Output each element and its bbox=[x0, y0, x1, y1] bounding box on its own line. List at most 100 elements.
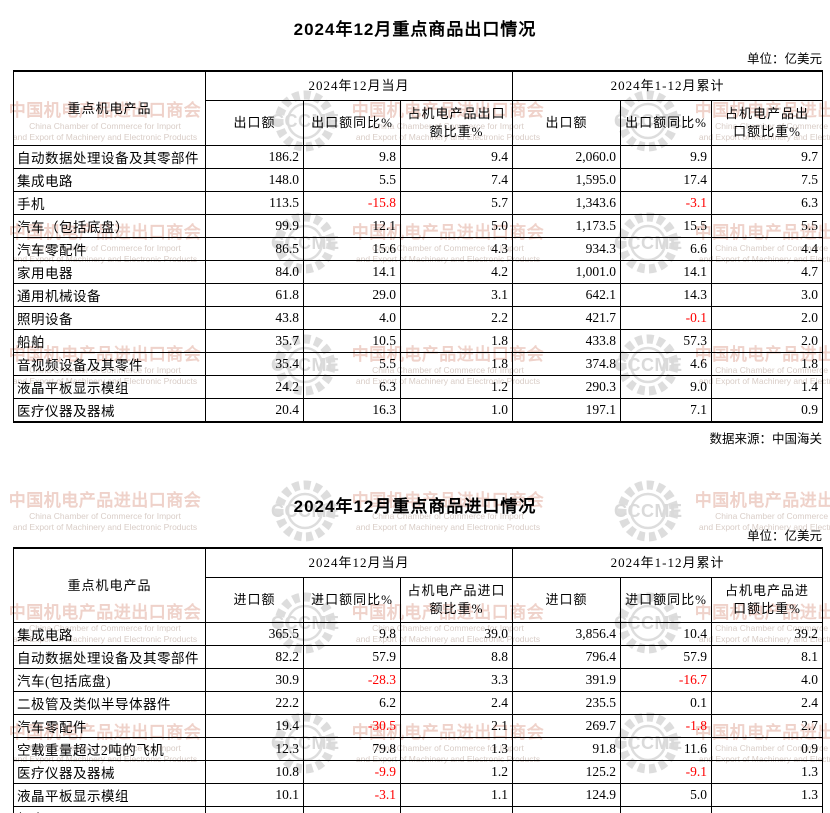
value-cell: 3.1 bbox=[399, 283, 514, 307]
value-cell: 10.4 bbox=[620, 622, 713, 646]
value-cell: 9.4 bbox=[399, 145, 514, 169]
value-cell: 61.8 bbox=[205, 283, 304, 307]
table-row: 二极管及类似半导体器件 22.2 6.2 2.4 235.5 0.1 2.4 bbox=[13, 691, 824, 715]
value-cell: 10.5 bbox=[303, 329, 401, 353]
product-name-cell: 汽车零配件 bbox=[13, 714, 206, 738]
product-name-cell: 集成电路 bbox=[13, 622, 206, 646]
product-name-cell: 医疗仪器及器械 bbox=[13, 398, 206, 423]
import-unit-note: 单位：亿美元 bbox=[746, 529, 822, 543]
table-row: 照明设备 43.8 4.0 2.2 421.7 -0.1 2.0 bbox=[13, 306, 824, 330]
value-cell: 58.6 bbox=[512, 806, 622, 813]
value-cell: -9.1 bbox=[620, 760, 713, 784]
column-header: 出口额同比% bbox=[620, 100, 713, 146]
product-name-cell: 液晶平板显示模组 bbox=[13, 783, 206, 807]
column-header: 进口额同比% bbox=[303, 577, 401, 623]
value-cell: 1.4 bbox=[711, 375, 824, 399]
value-cell: 2.4 bbox=[399, 691, 514, 715]
column-header: 出口额同比% bbox=[303, 100, 401, 146]
value-cell: 82.2 bbox=[205, 645, 304, 669]
value-cell: 5.5 bbox=[303, 168, 401, 192]
table-row: 液晶平板显示模组 24.2 6.3 1.2 290.3 9.0 1.4 bbox=[13, 375, 824, 399]
value-cell: 5.0 bbox=[399, 214, 514, 238]
value-cell: 642.1 bbox=[512, 283, 622, 307]
column-header: 占机电产品进 口额比重% bbox=[711, 577, 824, 623]
table-row: 家用电器 84.0 14.1 4.2 1,001.0 14.1 4.7 bbox=[13, 260, 824, 284]
cccme-logo-text: CCCME bbox=[271, 501, 340, 521]
value-cell: 1.8 bbox=[399, 352, 514, 376]
column-header: 进口额 bbox=[205, 577, 304, 623]
value-cell: 57.3 bbox=[620, 329, 713, 353]
value-cell: 14.1 bbox=[303, 260, 401, 284]
value-cell: 5.5 bbox=[711, 214, 824, 238]
product-name-cell: 液晶平板显示模组 bbox=[13, 375, 206, 399]
value-cell: 1.3 bbox=[399, 737, 514, 761]
column-header: 进口额同比% bbox=[620, 577, 713, 623]
value-cell: 3,856.4 bbox=[512, 622, 622, 646]
product-name-cell: 手机 bbox=[13, 191, 206, 215]
value-cell: 197.1 bbox=[512, 398, 622, 423]
value-cell: 24.2 bbox=[205, 375, 304, 399]
value-cell: -0.1 bbox=[303, 806, 401, 813]
value-cell: 2.7 bbox=[711, 714, 824, 738]
value-cell: 6.3 bbox=[711, 191, 824, 215]
table-row: 空载重量超过2吨的飞机 12.3 79.8 1.3 91.8 11.6 0.9 bbox=[13, 737, 824, 761]
product-name-cell: 船舶 bbox=[13, 329, 206, 353]
value-cell: 3.0 bbox=[711, 283, 824, 307]
table-row: 汽车零配件 19.4 -30.5 2.1 269.7 -1.8 2.7 bbox=[13, 714, 824, 738]
table-row: 通用机械设备 61.8 29.0 3.1 642.1 14.3 3.0 bbox=[13, 283, 824, 307]
table-row: 手机 113.5 -15.8 5.7 1,343.6 -3.1 6.3 bbox=[13, 191, 824, 215]
value-cell: 269.7 bbox=[512, 714, 622, 738]
value-cell: 1.1 bbox=[399, 783, 514, 807]
table-row: 集成电路 365.5 9.8 39.0 3,856.4 10.4 39.2 bbox=[13, 622, 824, 646]
value-cell: 1,173.5 bbox=[512, 214, 622, 238]
value-cell: 39.2 bbox=[711, 622, 824, 646]
export-table: 重点机电产品 2024年12月当月 2024年1-12月累计 出口额 出口额同比%… bbox=[13, 70, 824, 423]
product-name-cell: 通用机械设备 bbox=[13, 283, 206, 307]
value-cell: 124.9 bbox=[512, 783, 622, 807]
value-cell: 4.0 bbox=[303, 306, 401, 330]
value-cell: 5.7 bbox=[205, 806, 304, 813]
product-column-header: 重点机电产品 bbox=[13, 547, 206, 623]
table-row: 汽车（包括底盘） 99.9 12.1 5.0 1,173.5 15.5 5.5 bbox=[13, 214, 824, 238]
value-cell: 0.1 bbox=[620, 691, 713, 715]
value-cell: -3.1 bbox=[303, 783, 401, 807]
column-header: 出口额 bbox=[512, 100, 622, 146]
watermark-cn-text: 中国机电产品进出口商会 bbox=[694, 491, 830, 510]
value-cell: 2.1 bbox=[399, 714, 514, 738]
table-row: 音视频设备及其零件 35.4 5.5 1.8 374.8 4.6 1.8 bbox=[13, 352, 824, 376]
value-cell: 1.3 bbox=[711, 760, 824, 784]
value-cell: 8.1 bbox=[711, 645, 824, 669]
value-cell: -1.8 bbox=[620, 714, 713, 738]
table-row: 汽车(包括底盘) 30.9 -28.3 3.3 391.9 -16.7 4.0 bbox=[13, 668, 824, 692]
export-unit-note: 单位：亿美元 bbox=[746, 52, 822, 66]
value-cell: -10.3 bbox=[620, 806, 713, 813]
value-cell: 99.9 bbox=[205, 214, 304, 238]
product-name-cell: 自动数据处理设备及其零部件 bbox=[13, 645, 206, 669]
table-row: 医疗仪器及器械 20.4 16.3 1.0 197.1 7.1 0.9 bbox=[13, 398, 824, 423]
value-cell: 17.4 bbox=[620, 168, 713, 192]
value-cell: 4.7 bbox=[711, 260, 824, 284]
value-cell: 934.3 bbox=[512, 237, 622, 261]
export-source-note: 数据来源：中国海关 bbox=[709, 432, 822, 446]
product-name-cell: 二极管及类似半导体器件 bbox=[13, 691, 206, 715]
product-name-cell: 医疗仪器及器械 bbox=[13, 760, 206, 784]
value-cell: 35.7 bbox=[205, 329, 304, 353]
watermark-cn-text: 中国机电产品进出口商会 bbox=[8, 491, 202, 510]
value-cell: 1,595.0 bbox=[512, 168, 622, 192]
value-cell: 421.7 bbox=[512, 306, 622, 330]
watermark-en-line2: and Export of Machinery and Electronic P… bbox=[698, 522, 830, 533]
value-cell: -9.9 bbox=[303, 760, 401, 784]
group-header-cumulative: 2024年1-12月累计 bbox=[512, 547, 824, 578]
value-cell: 29.0 bbox=[303, 283, 401, 307]
value-cell: 14.1 bbox=[620, 260, 713, 284]
product-column-header: 重点机电产品 bbox=[13, 70, 206, 146]
value-cell: 0.9 bbox=[711, 398, 824, 423]
value-cell: 9.0 bbox=[620, 375, 713, 399]
value-cell: -16.7 bbox=[620, 668, 713, 692]
table-row: 自动数据处理设备及其零部件 82.2 57.9 8.8 796.4 57.9 8… bbox=[13, 645, 824, 669]
value-cell: 57.9 bbox=[303, 645, 401, 669]
value-cell: 3.3 bbox=[399, 668, 514, 692]
value-cell: 57.9 bbox=[620, 645, 713, 669]
column-header: 占机电产品进口 额比重% bbox=[399, 577, 514, 623]
value-cell: 84.0 bbox=[205, 260, 304, 284]
